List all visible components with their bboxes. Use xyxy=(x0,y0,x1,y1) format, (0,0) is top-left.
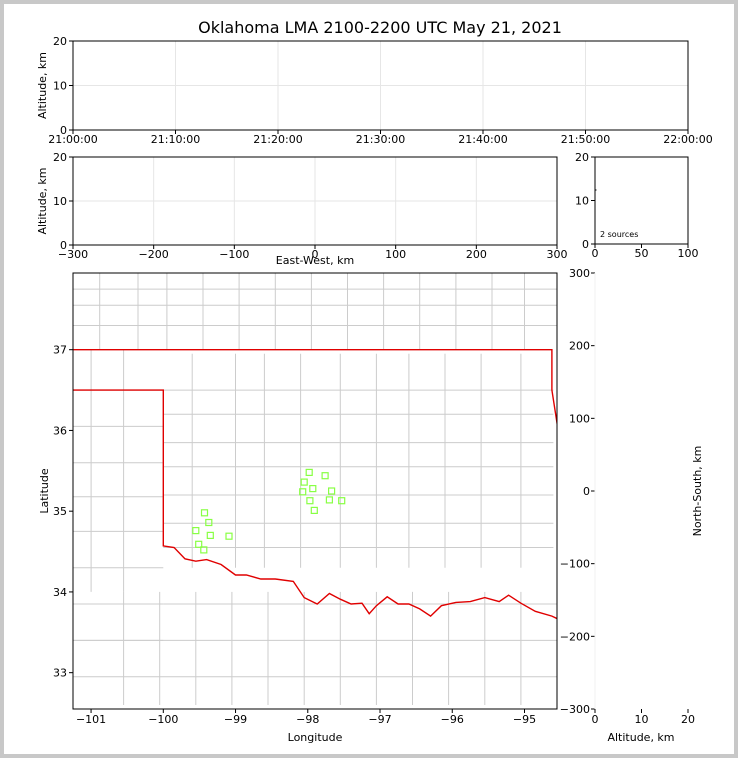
east-west-ticks: −300 −200 −100 0 100 200 300 0 10 20 xyxy=(53,151,568,261)
longitude-tick-label: −98 xyxy=(296,713,319,726)
east-west-xtick-label: 300 xyxy=(547,248,568,261)
histogram-xtick-label: 100 xyxy=(678,247,699,260)
altitude-ytick-label: 20 xyxy=(53,35,67,48)
east-west-xtick-label: −100 xyxy=(219,248,249,261)
north-south-tick-label: −200 xyxy=(560,630,590,643)
lightning-source-marker xyxy=(306,497,314,505)
latitude-tick-label: 33 xyxy=(53,667,67,680)
lightning-source-marker xyxy=(192,526,200,535)
latitude-tick-label: 35 xyxy=(53,505,67,518)
plan-view-panel: −101 −100 −99 −98 −97 −96 −95 33 34 35 36 37 −300 −20… xyxy=(38,267,704,744)
histogram-ytick-label: 0 xyxy=(582,238,589,251)
plan-view-ticks: −101 −100 −99 −98 −97 −96 −95 33 34 35 36 37 −300 −20… xyxy=(53,267,595,726)
east-west-xtick-label: 0 xyxy=(312,248,319,261)
lightning-source-marker xyxy=(310,506,318,514)
histogram-annotation: 2 sources xyxy=(600,230,638,239)
latitude-tick-label: 37 xyxy=(53,344,67,357)
lightning-source-marker xyxy=(300,478,308,486)
north-south-tick-label: 0 xyxy=(583,485,590,498)
latitude-tick-label: 34 xyxy=(53,586,67,599)
longitude-tick-label: −97 xyxy=(368,713,391,726)
lightning-sources xyxy=(192,468,346,554)
east-west-xtick-label: −200 xyxy=(139,248,169,261)
plan-view-xlabel: Longitude xyxy=(288,731,343,744)
altitude-ytick-label: 0 xyxy=(60,124,67,137)
east-west-ylabel: Altitude, km xyxy=(36,167,49,234)
east-west-xtick-label: −300 xyxy=(58,248,88,261)
lightning-source-marker xyxy=(200,509,209,517)
lightning-source-marker xyxy=(325,496,333,504)
altitude-north-south-panel: 0 10 20 Altitude, km xyxy=(592,273,695,744)
altitude-north-south-xlabel: Altitude, km xyxy=(607,731,674,744)
time-altitude-frame xyxy=(72,40,689,131)
longitude-tick-label: −101 xyxy=(76,713,106,726)
lightning-source-marker xyxy=(225,532,233,540)
time-altitude-ylabel: Altitude, km xyxy=(36,52,49,119)
lightning-source-marker xyxy=(338,497,346,505)
time-xtick-label: 21:30:00 xyxy=(356,133,405,146)
lightning-source-marker xyxy=(200,546,208,554)
oklahoma-state-border xyxy=(73,349,557,620)
figure-title: Oklahoma LMA 2100-2200 UTC May 21, 2021 xyxy=(198,18,562,37)
histogram-xtick-label: 50 xyxy=(635,247,649,260)
altitude-xtick-label: 10 xyxy=(635,713,649,726)
histogram-ticks: 0 50 100 0 10 20 xyxy=(575,151,699,260)
histogram-xtick-label: 0 xyxy=(592,247,599,260)
lightning-source-marker xyxy=(195,540,203,548)
time-altitude-ticks: 21:00:00 21:10:00 21:20:00 21:30:00 21:40:00… xyxy=(48,35,712,146)
histogram-ytick-label: 10 xyxy=(575,195,589,208)
east-west-xtick-label: 200 xyxy=(466,248,487,261)
lightning-source-marker xyxy=(309,485,317,493)
lightning-source-marker xyxy=(206,531,214,540)
north-south-tick-label: 100 xyxy=(569,412,590,425)
altitude-ytick-label: 10 xyxy=(53,80,67,93)
lightning-source-marker xyxy=(205,518,213,527)
plan-view-y2label: North-South, km xyxy=(691,446,704,537)
plan-view-frame xyxy=(72,272,558,710)
east-west-frame xyxy=(72,156,558,246)
altitude-north-south-ticks: 0 10 20 xyxy=(592,709,695,726)
altitude-xtick-label: 0 xyxy=(592,713,599,726)
lightning-source-marker xyxy=(305,468,313,476)
longitude-tick-label: −96 xyxy=(441,713,464,726)
lightning-source-marker xyxy=(321,472,329,480)
east-west-xlabel: East-West, km xyxy=(276,254,354,267)
north-south-tick-label: −300 xyxy=(560,703,590,716)
north-south-tick-label: 300 xyxy=(569,267,590,280)
time-xtick-label: 21:40:00 xyxy=(458,133,507,146)
north-south-tick-label: −100 xyxy=(560,558,590,571)
histogram-frame xyxy=(594,156,689,245)
longitude-tick-label: −95 xyxy=(513,713,536,726)
time-xtick-label: 21:10:00 xyxy=(151,133,200,146)
east-west-ytick-label: 0 xyxy=(60,239,67,252)
longitude-tick-label: −99 xyxy=(224,713,247,726)
east-west-ytick-label: 10 xyxy=(53,195,67,208)
time-xtick-label: 21:50:00 xyxy=(561,133,610,146)
time-xtick-label: 21:20:00 xyxy=(253,133,302,146)
lightning-source-marker xyxy=(328,487,336,495)
east-west-ytick-label: 20 xyxy=(53,151,67,164)
altitude-histogram-panel: 0 50 100 0 10 20 2 sources xyxy=(575,151,699,260)
longitude-tick-label: −100 xyxy=(148,713,178,726)
altitude-xtick-label: 20 xyxy=(681,713,695,726)
north-south-tick-label: 200 xyxy=(569,340,590,353)
county-boundaries xyxy=(73,273,557,705)
lightning-source-marker xyxy=(299,488,307,496)
latitude-tick-label: 36 xyxy=(53,424,67,437)
time-xtick-label: 22:00:00 xyxy=(663,133,712,146)
histogram-ytick-label: 20 xyxy=(575,151,589,164)
east-west-xtick-label: 100 xyxy=(385,248,406,261)
time-altitude-panel: 21:00:00 21:10:00 21:20:00 21:30:00 21:40:00… xyxy=(36,35,713,146)
time-xtick-label: 21:00:00 xyxy=(48,133,97,146)
east-west-panel: −300 −200 −100 0 100 200 300 0 10 20 Altitude, km… xyxy=(36,151,568,267)
plan-view-ylabel: Latitude xyxy=(38,468,51,514)
